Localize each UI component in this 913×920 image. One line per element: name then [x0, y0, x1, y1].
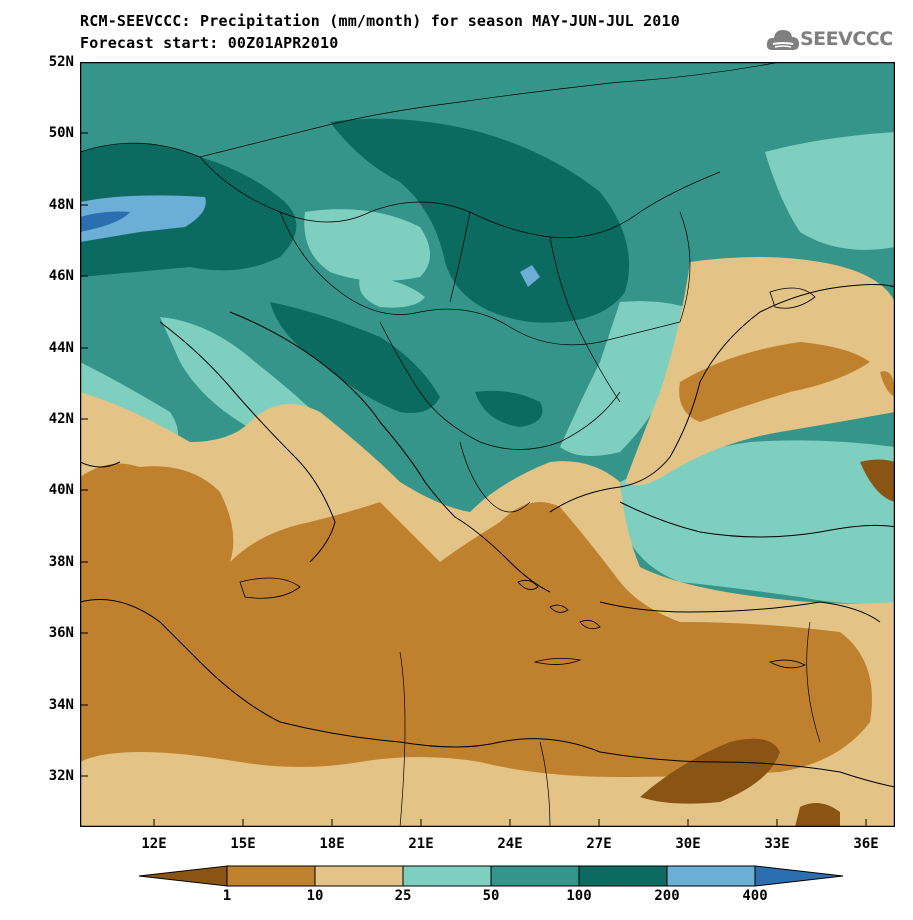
region-1-10-east: [880, 371, 895, 397]
colorbar-segment: [138, 865, 228, 887]
colorbar-label: 25: [394, 888, 412, 904]
lat-label: 32N: [48, 768, 74, 784]
colorbar-segment: [666, 865, 756, 887]
axis-ticks: [80, 62, 867, 827]
colorbar-label: 100: [566, 888, 592, 904]
colorbar-segment: [490, 865, 580, 887]
colorbar-label: 50: [482, 888, 500, 904]
lat-label: 38N: [48, 554, 74, 570]
seevccc-logo: SEEVCCC: [766, 22, 906, 58]
region-200-400-serbia: [475, 390, 543, 427]
lat-label: 46N: [48, 268, 74, 284]
lon-label: 30E: [675, 836, 701, 852]
colorbar-segment: [314, 865, 404, 887]
colorbar-label: 1: [222, 888, 232, 904]
lon-label: 24E: [497, 836, 523, 852]
country-borders: [80, 62, 821, 827]
colorbar-segment: [226, 865, 316, 887]
lon-label: 27E: [586, 836, 612, 852]
coastlines: [80, 284, 895, 788]
colorbar-segment: [754, 865, 844, 887]
region-50-100-romania: [359, 277, 425, 308]
logo-text: SEEVCCC: [800, 28, 893, 50]
region-200-400-central: [330, 118, 630, 323]
lat-label: 34N: [48, 697, 74, 713]
region-50-100-ukraine: [765, 132, 895, 250]
colorbar-segment: [578, 865, 668, 887]
colorbar-label: 200: [654, 888, 680, 904]
cloud-icon: [766, 30, 799, 50]
region-200-400-balkan: [270, 302, 440, 413]
region-400-dot: [520, 265, 540, 287]
lat-label: 52N: [48, 54, 74, 70]
map-frame: [80, 62, 895, 827]
colorbar-label: 400: [742, 888, 768, 904]
colorbar-label: 10: [306, 888, 324, 904]
lon-label: 15E: [230, 836, 256, 852]
map-title: RCM-SEEVCCC: Precipitation (mm/month) fo…: [80, 12, 680, 30]
lon-label: 33E: [764, 836, 790, 852]
region-50-100-turkey: [620, 440, 895, 604]
colorbar-segment: [402, 865, 492, 887]
region-max: [80, 211, 130, 232]
colorbar: [138, 865, 844, 887]
lon-label: 21E: [408, 836, 434, 852]
region-below-1-egypt: [795, 803, 840, 827]
region-1-10-sea: [80, 463, 872, 777]
islands: [239, 287, 816, 669]
precipitation-map: [80, 62, 895, 827]
lon-label: 36E: [853, 836, 879, 852]
region-1-10-blacksea-band: [679, 342, 870, 422]
lat-label: 50N: [48, 125, 74, 141]
lon-label: 12E: [141, 836, 167, 852]
lat-label: 48N: [48, 197, 74, 213]
map-subtitle: Forecast start: 00Z01APR2010: [80, 34, 339, 52]
lat-label: 40N: [48, 482, 74, 498]
region-below-1-east: [860, 459, 895, 502]
region-50-100-hungary: [304, 209, 430, 281]
lat-label: 44N: [48, 340, 74, 356]
lat-label: 36N: [48, 625, 74, 641]
lat-label: 42N: [48, 411, 74, 427]
lon-label: 18E: [319, 836, 345, 852]
region-400-west: [80, 195, 206, 242]
region-below-1-libya: [640, 738, 780, 804]
